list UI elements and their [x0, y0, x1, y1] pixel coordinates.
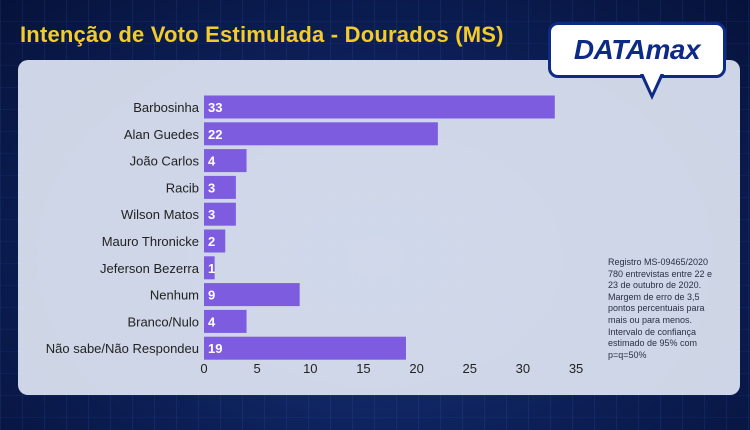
category-label: Mauro Thronicke	[102, 234, 199, 249]
bar	[204, 202, 236, 226]
page-title: Intenção de Voto Estimulada - Dourados (…	[20, 22, 504, 47]
note-line: Margem de erro de 3,5	[608, 291, 700, 302]
x-tick-label: 5	[254, 361, 261, 376]
data-label: 1	[208, 261, 215, 276]
bar	[204, 336, 406, 360]
category-label: Jeferson Bezerra	[100, 261, 200, 276]
logo-speech-tail-inner	[643, 73, 661, 93]
bar	[204, 95, 555, 119]
note-line: 23 de outubro de 2020.	[608, 280, 702, 291]
bar	[204, 283, 300, 307]
bar	[204, 149, 247, 173]
category-label: Wilson Matos	[121, 207, 200, 222]
x-tick-label: 10	[303, 361, 317, 376]
category-label: Barbosinha	[133, 100, 200, 115]
x-tick-label: 0	[200, 361, 207, 376]
bar	[204, 122, 438, 146]
datamax-logo: DATAmax	[548, 22, 726, 102]
data-label: 4	[208, 154, 216, 169]
category-label: Não sabe/Não Respondeu	[46, 341, 199, 356]
data-label: 9	[208, 288, 215, 303]
bar	[204, 229, 226, 253]
x-tick-label: 25	[463, 361, 477, 376]
data-label: 22	[208, 127, 222, 142]
data-label: 4	[208, 314, 216, 329]
note-line: mais ou para menos.	[608, 314, 693, 325]
note-line: p=q=50%	[608, 349, 647, 360]
x-tick-label: 15	[356, 361, 370, 376]
data-label: 2	[208, 234, 215, 249]
data-label: 33	[208, 100, 222, 115]
note-line: Intervalo de confiança	[608, 326, 697, 337]
bar	[204, 256, 215, 280]
logo-text: DATAmax	[573, 34, 701, 65]
data-label: 19	[208, 341, 222, 356]
logo-box: DATAmax	[548, 22, 726, 78]
category-label: João Carlos	[130, 154, 200, 169]
x-tick-label: 30	[516, 361, 530, 376]
category-label: Alan Guedes	[124, 127, 200, 142]
bar	[204, 309, 247, 333]
category-label: Branco/Nulo	[127, 314, 199, 329]
bar	[204, 175, 236, 199]
data-label: 3	[208, 207, 215, 222]
note-line: pontos percentuais para	[608, 303, 705, 314]
note-line: estimado de 95% com	[608, 338, 698, 349]
x-tick-label: 20	[409, 361, 423, 376]
note-line: Registro MS-09465/2020	[608, 257, 709, 267]
x-tick-label: 35	[569, 361, 583, 376]
note-line: 780 entrevistas entre 22 e	[608, 268, 713, 279]
data-label: 3	[208, 180, 215, 195]
category-label: Racib	[166, 180, 199, 195]
methodology-note: Registro MS-09465/2020 780 entrevistas e…	[608, 257, 736, 361]
category-label: Nenhum	[150, 288, 199, 303]
